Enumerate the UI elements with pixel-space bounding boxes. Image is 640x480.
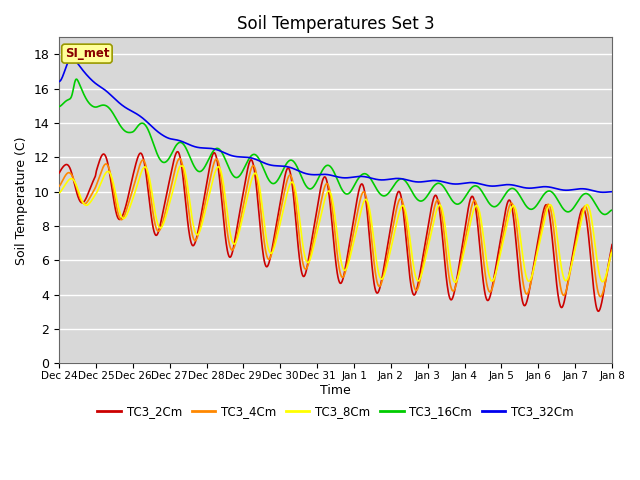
- TC3_2Cm: [120, 208, 128, 214]
- TC3_4Cm: [98, 167, 106, 173]
- TC3_8Cm: [608, 250, 616, 255]
- TC3_8Cm: [451, 279, 459, 285]
- TC3_32Cm: [600, 190, 607, 195]
- TC3_16Cm: [608, 207, 616, 213]
- TC3_4Cm: [608, 247, 616, 253]
- TC3_2Cm: [55, 170, 63, 176]
- TC3_32Cm: [121, 104, 129, 110]
- TC3_32Cm: [312, 172, 319, 178]
- TC3_2Cm: [371, 281, 378, 287]
- TC3_16Cm: [601, 212, 609, 217]
- TC3_4Cm: [55, 183, 63, 189]
- TC3_4Cm: [371, 261, 378, 266]
- TC3_8Cm: [120, 216, 128, 221]
- TC3_4Cm: [120, 213, 128, 218]
- TC3_4Cm: [312, 227, 319, 233]
- TC3_32Cm: [608, 189, 616, 194]
- TC3_32Cm: [55, 79, 63, 84]
- TC3_32Cm: [291, 166, 298, 172]
- TC3_4Cm: [596, 294, 604, 300]
- TC3_2Cm: [173, 149, 181, 155]
- TC3_16Cm: [99, 102, 106, 108]
- TC3_8Cm: [371, 240, 378, 246]
- TC3_32Cm: [99, 85, 106, 91]
- Line: TC3_8Cm: TC3_8Cm: [59, 166, 612, 282]
- TC3_4Cm: [175, 156, 183, 161]
- TC3_16Cm: [301, 182, 309, 188]
- TC3_16Cm: [312, 181, 319, 187]
- TC3_8Cm: [176, 163, 184, 169]
- Y-axis label: Soil Temperature (C): Soil Temperature (C): [15, 136, 28, 264]
- X-axis label: Time: Time: [320, 384, 351, 397]
- TC3_16Cm: [121, 128, 129, 134]
- Line: TC3_2Cm: TC3_2Cm: [59, 152, 612, 311]
- TC3_8Cm: [98, 178, 106, 183]
- TC3_32Cm: [301, 170, 309, 176]
- TC3_32Cm: [371, 176, 378, 182]
- Line: TC3_32Cm: TC3_32Cm: [59, 58, 612, 192]
- TC3_2Cm: [98, 153, 106, 158]
- Line: TC3_16Cm: TC3_16Cm: [59, 79, 612, 215]
- TC3_16Cm: [291, 159, 298, 165]
- TC3_2Cm: [301, 271, 309, 276]
- Legend: TC3_2Cm, TC3_4Cm, TC3_8Cm, TC3_16Cm, TC3_32Cm: TC3_2Cm, TC3_4Cm, TC3_8Cm, TC3_16Cm, TC3…: [93, 400, 579, 423]
- TC3_8Cm: [301, 256, 309, 262]
- Text: SI_met: SI_met: [65, 47, 109, 60]
- Line: TC3_4Cm: TC3_4Cm: [59, 158, 612, 297]
- TC3_16Cm: [73, 76, 81, 82]
- TC3_4Cm: [301, 266, 309, 272]
- TC3_4Cm: [291, 187, 298, 192]
- TC3_16Cm: [55, 104, 63, 109]
- TC3_32Cm: [68, 55, 76, 61]
- TC3_8Cm: [312, 236, 319, 241]
- TC3_2Cm: [608, 242, 616, 248]
- TC3_8Cm: [291, 182, 298, 188]
- TC3_2Cm: [312, 216, 319, 221]
- TC3_2Cm: [291, 199, 298, 205]
- TC3_2Cm: [595, 308, 602, 314]
- TC3_16Cm: [371, 182, 378, 188]
- Title: Soil Temperatures Set 3: Soil Temperatures Set 3: [237, 15, 435, 33]
- TC3_8Cm: [55, 190, 63, 196]
